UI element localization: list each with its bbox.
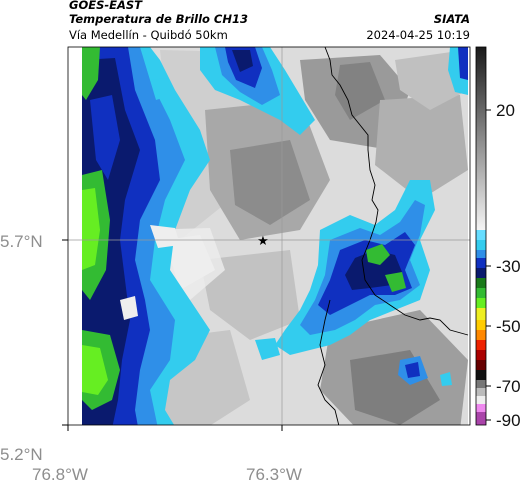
- region-subtitle: Vía Medellín - Quibdó 50km: [69, 28, 228, 42]
- colorbar-label-20: 20: [496, 101, 515, 120]
- west-cloud-band: [82, 47, 210, 425]
- map-border: [67, 46, 471, 426]
- north-cloud-cluster: [150, 47, 315, 135]
- border-line-south: [317, 299, 340, 425]
- lat-label-5-2: 5.2°N: [0, 445, 43, 464]
- reference-star-icon: ★: [257, 234, 269, 249]
- lon-label-76-3: 76.3°W: [246, 465, 302, 484]
- colorbar-label-m90: -90: [496, 411, 521, 430]
- lat-label-5-7: 5.7°N: [0, 232, 43, 251]
- east-cloud-cluster: [255, 180, 452, 386]
- brand-label: SIATA: [433, 12, 470, 26]
- colorbar-label-m70: -70: [496, 377, 521, 396]
- colorbar-label-m50: -50: [496, 317, 521, 336]
- colorbar-gray-ramp: [476, 47, 486, 230]
- map-layer: [68, 47, 470, 425]
- lon-label-76-8: 76.8°W: [32, 465, 88, 484]
- northeast-cloud-cluster: [448, 47, 468, 95]
- border-line-east: [324, 47, 469, 336]
- timestamp-label: 2024-04-25 10:19: [366, 28, 470, 42]
- satellite-title: GOES-EAST: [69, 0, 143, 12]
- axis-ticks: [62, 239, 283, 431]
- colorbar: [475, 46, 491, 426]
- colorbar-label-m30: -30: [496, 257, 521, 276]
- product-title: Temperatura de Brillo CH13: [69, 12, 248, 26]
